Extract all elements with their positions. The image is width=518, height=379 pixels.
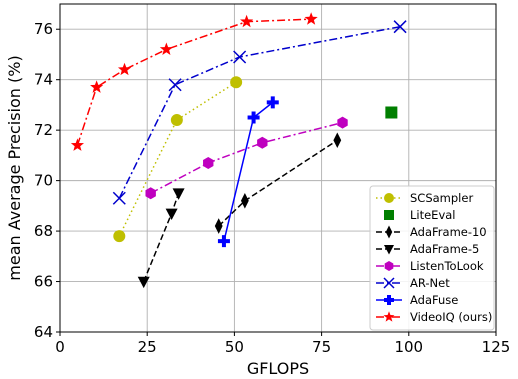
data-point: [117, 62, 132, 76]
data-point: [337, 116, 348, 129]
data-point: [172, 188, 185, 200]
legend-marker: [383, 277, 395, 289]
legend-marker: [384, 193, 394, 203]
y-tick-label: 74: [34, 71, 53, 89]
legend-marker: [384, 245, 394, 255]
series-line: [223, 101, 274, 242]
data-point: [168, 78, 182, 92]
series-line: [218, 139, 338, 227]
data-point: [257, 136, 268, 149]
data-point: [112, 191, 126, 205]
legend-item: VideoIQ (ours): [376, 310, 492, 324]
series-line: [143, 192, 180, 282]
legend-item: AR-Net: [376, 276, 450, 290]
legend-item: AdaFrame-5: [376, 242, 479, 256]
series-5: [112, 20, 407, 205]
legend-label: VideoIQ (ours): [410, 310, 492, 324]
data-point: [333, 132, 342, 149]
data-point: [214, 218, 223, 234]
legend-label: AdaFrame-5: [410, 242, 479, 256]
data-point: [385, 106, 398, 119]
legend-label: SCSampler: [410, 191, 473, 205]
legend-label: LiteEval: [410, 208, 456, 222]
data-point: [230, 76, 243, 89]
y-tick-label: 68: [34, 222, 53, 240]
data-point: [90, 80, 104, 93]
legend-item: AdaFuse: [376, 293, 458, 307]
x-tick-label: 25: [138, 338, 157, 356]
legend-label: AR-Net: [410, 276, 450, 290]
legend-item: SCSampler: [376, 191, 473, 205]
legend-marker: [384, 295, 394, 305]
legend-marker: [383, 311, 395, 322]
data-point: [393, 20, 407, 34]
data-point: [170, 114, 183, 127]
series-4: [145, 116, 348, 200]
series-line: [118, 25, 401, 199]
data-point: [247, 111, 260, 124]
plot-frame: [59, 3, 497, 333]
data-point: [240, 14, 254, 28]
legend-label: AdaFrame-10: [410, 225, 487, 239]
data-point: [233, 50, 247, 64]
series-3: [137, 188, 185, 289]
series-6: [217, 96, 279, 248]
series-line: [118, 81, 237, 237]
legend-item: AdaFrame-10: [376, 225, 487, 239]
y-axis-label: mean Average Precision (%): [5, 55, 24, 280]
x-tick-label: 100: [394, 338, 423, 356]
series-line: [76, 18, 312, 146]
legend-label: AdaFuse: [410, 293, 458, 307]
legend-label: ListenToLook: [410, 259, 484, 273]
y-tick-label: 72: [34, 121, 53, 139]
legend: SCSampler LiteEval AdaFrame-10 AdaFrame-5 Li…: [369, 185, 495, 331]
x-tick-label: 75: [312, 338, 331, 356]
data-point: [203, 156, 214, 169]
data-point: [240, 193, 249, 209]
data-point: [217, 235, 230, 248]
series-7: [70, 12, 318, 151]
y-tick-label: 70: [34, 172, 53, 190]
series-2: [214, 132, 342, 234]
x-tick-label: 50: [225, 338, 244, 356]
x-axis-label: GFLOPS: [247, 359, 309, 378]
series-0: [113, 76, 243, 243]
ticks: 0 25 50 75 100 125 64 66 68 70 72 74 76: [34, 20, 510, 356]
y-tick-label: 76: [34, 20, 53, 38]
data-point: [304, 12, 318, 25]
data-point: [145, 187, 156, 200]
data-point: [165, 208, 178, 221]
data-point: [137, 276, 150, 289]
series-layer: [70, 12, 407, 289]
legend-item: LiteEval: [384, 208, 456, 222]
x-tick-label: 0: [55, 338, 65, 356]
data-point: [70, 138, 84, 151]
series-1: [385, 106, 398, 119]
series-line: [150, 121, 343, 194]
x-tick-label: 125: [482, 338, 511, 356]
data-point: [113, 230, 126, 243]
legend-marker: [384, 210, 394, 220]
legend-item: ListenToLook: [376, 259, 484, 273]
legend-marker: [385, 225, 393, 239]
data-point: [266, 96, 279, 109]
data-point: [159, 42, 173, 55]
legend-marker: [384, 261, 394, 271]
y-tick-label: 66: [34, 273, 53, 291]
legend-box: [369, 185, 495, 331]
y-tick-label: 64: [34, 323, 53, 341]
